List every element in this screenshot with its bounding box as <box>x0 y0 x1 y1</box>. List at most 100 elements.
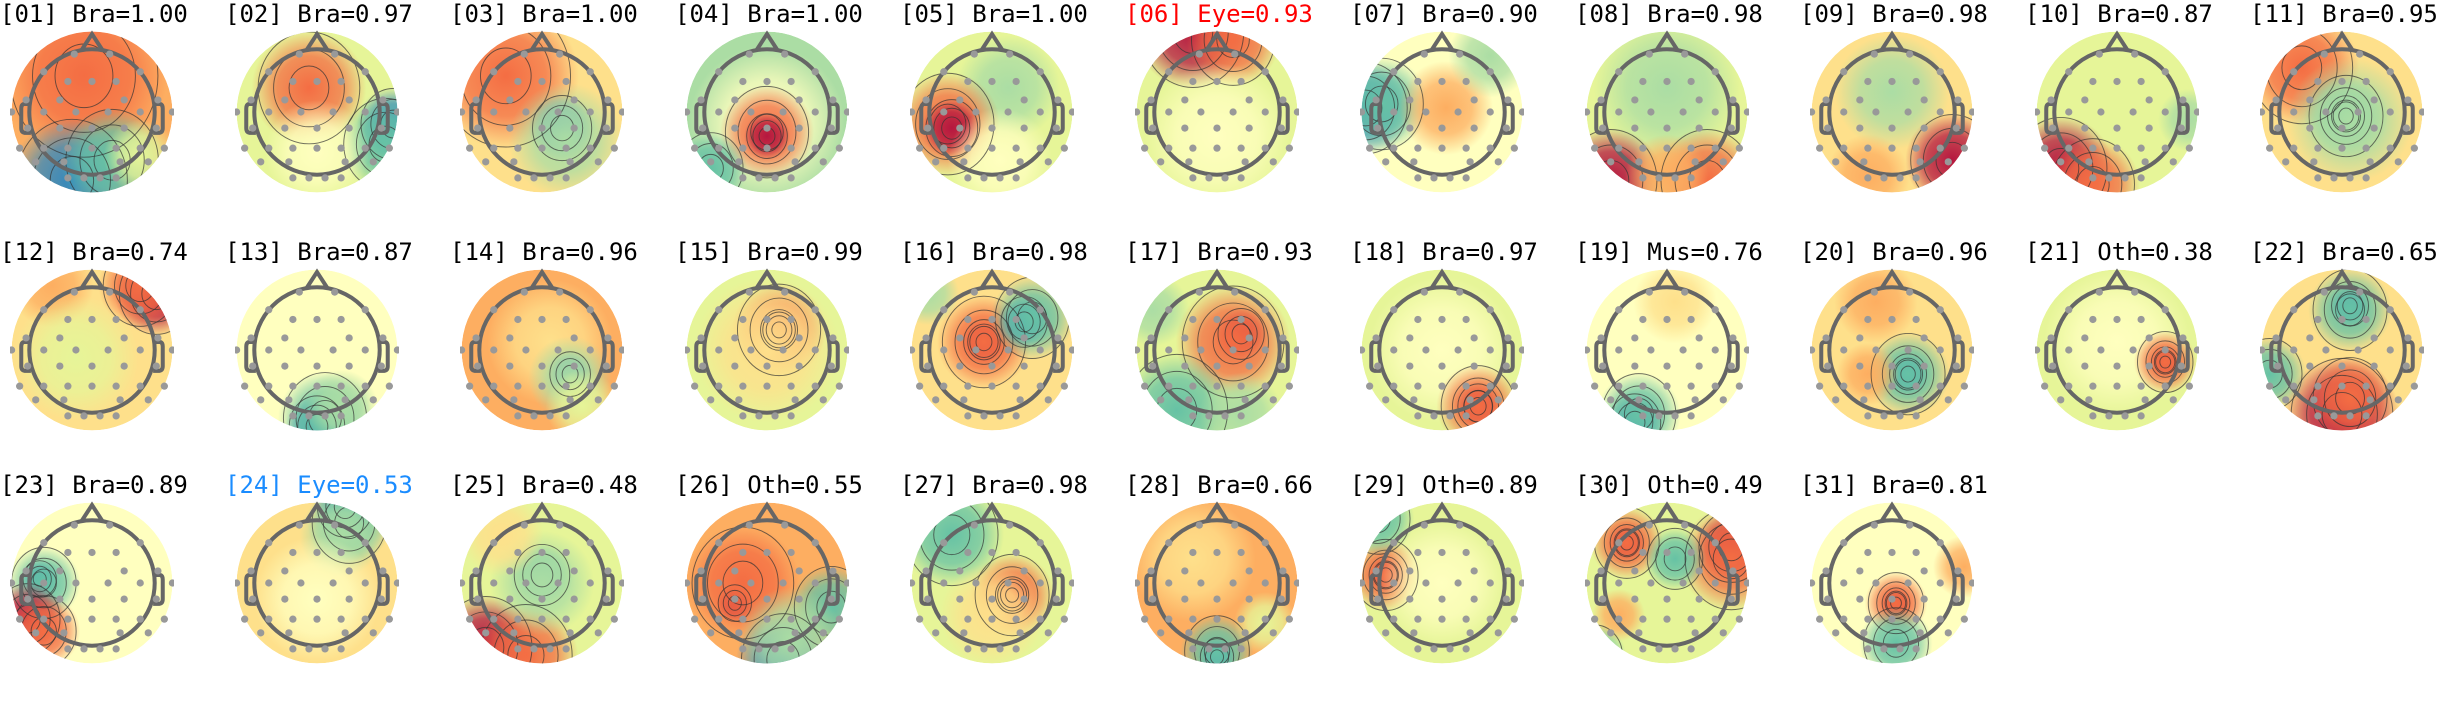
activation-blob <box>1933 535 1973 599</box>
electrode-dot <box>1213 315 1221 324</box>
electrode-dot <box>10 108 16 116</box>
electrode-dot <box>964 315 972 324</box>
electrode-dot <box>2193 108 2199 116</box>
right-ear-icon <box>1053 572 1065 606</box>
component-label: [15] Bra=0.99 <box>675 238 863 266</box>
electrode-dot <box>490 579 498 587</box>
electrode-dot <box>1912 77 1920 86</box>
component-label: [19] Mus=0.76 <box>1575 238 1763 266</box>
electrode-dot <box>136 108 144 116</box>
electrode-dot <box>379 567 387 575</box>
electrode-dot <box>1221 174 1229 182</box>
electrode-dot <box>771 412 779 420</box>
electrode-dot <box>265 615 273 623</box>
nose-icon <box>79 501 105 523</box>
electrode-dot <box>1135 579 1141 587</box>
electrode-dot <box>940 615 948 623</box>
electrode-dot <box>1261 68 1269 76</box>
electrode-dot <box>32 629 40 637</box>
component-label: [11] Bra=0.95 <box>2250 0 2438 28</box>
electrode-dot <box>1518 108 1524 116</box>
head-outline <box>477 518 607 648</box>
electrode-dot <box>247 334 255 342</box>
electrode-dot <box>265 68 273 76</box>
electrode-dot <box>1462 382 1470 390</box>
electrode-dot <box>1245 334 1253 342</box>
electrode-dot <box>1470 567 1478 575</box>
electrode-dot <box>691 144 699 152</box>
contour-line <box>746 113 788 159</box>
electrode-dot <box>514 144 522 152</box>
electrode-dot <box>1864 144 1872 152</box>
electrode-dot <box>586 68 594 76</box>
left-ear-icon <box>19 572 31 606</box>
component-label: [28] Bra=0.66 <box>1125 471 1313 499</box>
contour-line <box>985 566 1039 624</box>
electrode-dot <box>1237 144 1245 152</box>
electrode-dot <box>1615 108 1623 116</box>
electrode-dot <box>980 174 988 182</box>
right-ear-icon <box>153 101 165 135</box>
head-outline <box>702 47 832 177</box>
right-ear-icon <box>378 101 390 135</box>
electrode-dot <box>1494 396 1502 404</box>
electrode-dot <box>1816 382 1824 390</box>
electrode-dot <box>506 96 514 104</box>
electrode-dot <box>257 629 265 637</box>
head-outline <box>2277 47 2407 177</box>
electrode-dot <box>1832 629 1840 637</box>
electrode-dot <box>787 645 795 653</box>
electrode-dot <box>1631 595 1639 603</box>
electrode-dot <box>1912 174 1920 182</box>
component-label: [31] Bra=0.81 <box>1800 471 1988 499</box>
electrode-dot <box>1615 346 1623 354</box>
contour-line <box>975 332 993 352</box>
electrode-dot <box>795 595 803 603</box>
nose-icon <box>754 268 780 290</box>
contour-line <box>1603 517 1650 569</box>
electrode-dot <box>1382 629 1390 637</box>
electrode-dot <box>88 362 96 370</box>
contour-line <box>762 311 796 349</box>
electrode-dot <box>745 288 753 296</box>
contour-line <box>49 155 95 193</box>
electrode-dot <box>922 567 930 575</box>
electrode-dot <box>1864 77 1872 86</box>
electrode-dot <box>1920 124 1928 132</box>
electrode-dot <box>247 96 255 104</box>
left-ear-icon <box>469 101 481 135</box>
contour-line <box>1609 524 1644 562</box>
electrode-dot <box>2310 158 2318 166</box>
electrode-dot <box>1012 615 1020 623</box>
electrode-dot <box>1012 144 1020 152</box>
electrode-dot <box>120 96 128 104</box>
contour-line <box>295 386 355 431</box>
electrode-dot <box>2362 144 2370 152</box>
electrode-dot <box>257 396 265 404</box>
electrode-dot <box>715 579 723 587</box>
head-outline <box>477 285 607 415</box>
component-cell: [04] Bra=1.00 <box>675 0 900 230</box>
electrode-dot <box>2338 382 2346 390</box>
contour-line <box>1361 502 1401 544</box>
contour-line <box>933 514 971 556</box>
topomap <box>2035 30 2199 193</box>
electrode-dot <box>2338 362 2346 370</box>
nose-icon <box>304 501 330 523</box>
electrode-dot <box>747 108 755 116</box>
contour-line <box>2332 101 2360 131</box>
head-outline <box>2277 285 2407 415</box>
electrode-dot <box>1149 124 1157 132</box>
component-label: [17] Bra=0.93 <box>1125 238 1313 266</box>
electrode-dot <box>1864 382 1872 390</box>
electrode-dot <box>2272 96 2280 104</box>
electrode-dot <box>1687 615 1695 623</box>
electrode-dot <box>781 288 789 296</box>
electrode-dot <box>1044 629 1052 637</box>
electrode-dot <box>506 334 514 342</box>
topomap <box>2260 268 2424 431</box>
electrode-dot <box>281 334 289 342</box>
contour-line <box>1362 549 1409 601</box>
electrode-dot <box>472 96 480 104</box>
electrode-dot <box>835 615 843 623</box>
